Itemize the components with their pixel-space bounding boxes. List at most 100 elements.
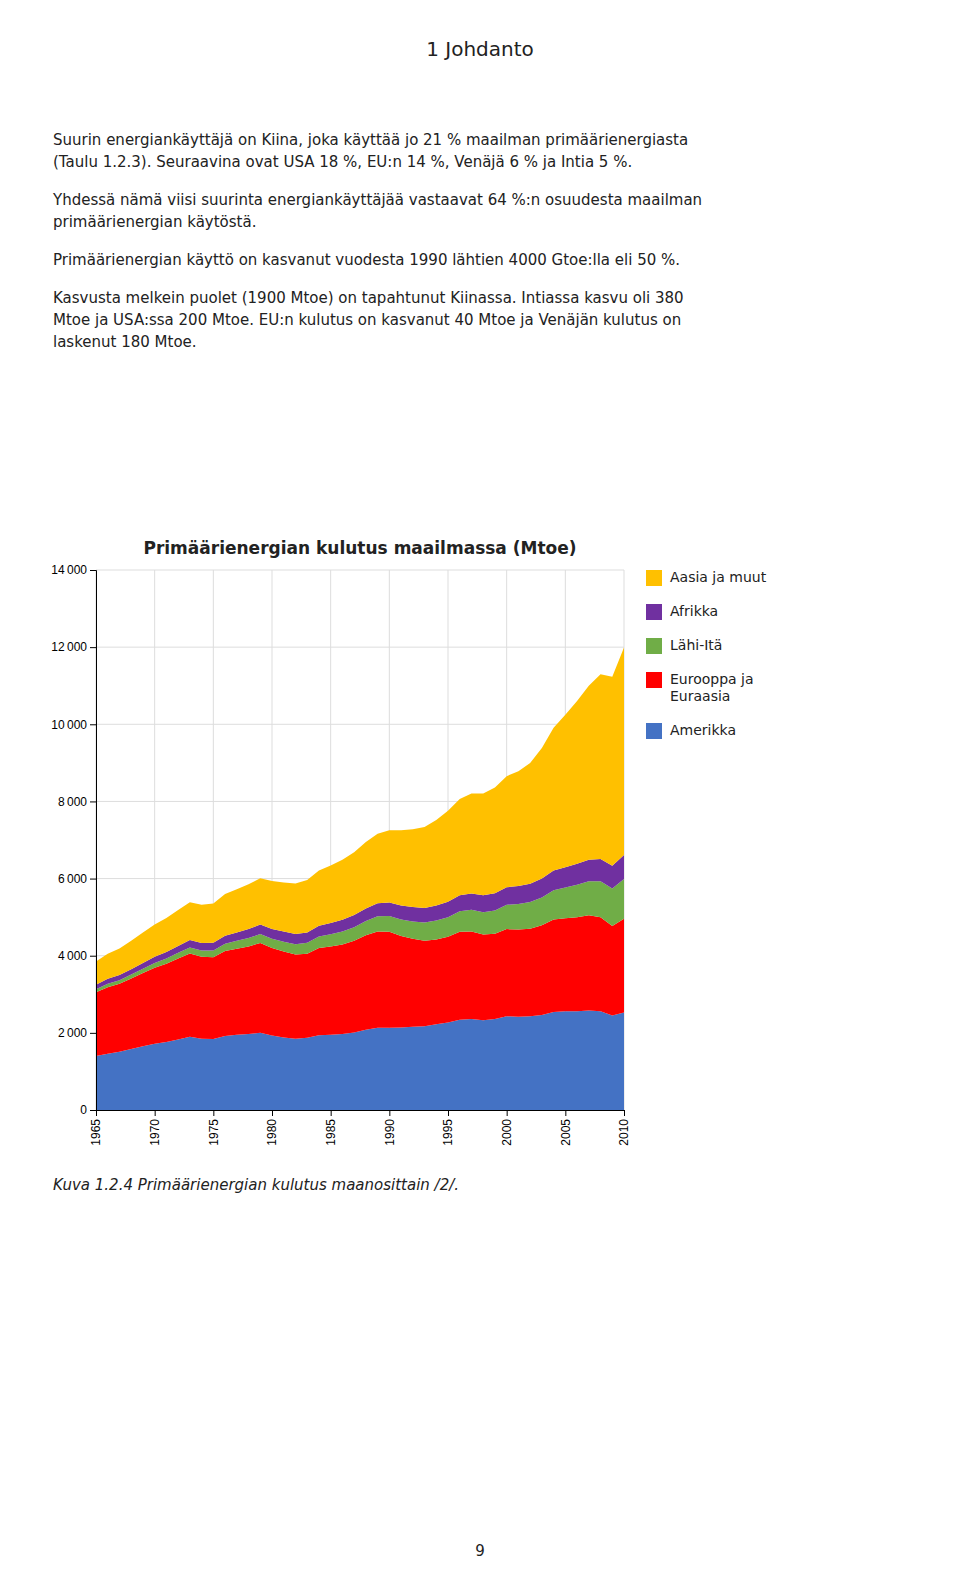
tick: 1995 [441,1110,455,1146]
grid-line [96,724,624,725]
tick-label: 4 000 [58,949,87,963]
tick-mark [155,1110,156,1116]
legend-label: Lähi-Itä [670,637,722,653]
text-line: Amerikka [670,722,736,738]
text-line: Yhdessä nämä viisi suurinta energiankäyt… [52,191,702,209]
tick-label: 1980 [265,1119,279,1146]
tick-label: 1985 [324,1119,338,1146]
tick-label: 14 000 [51,563,87,577]
tick-label: 1995 [441,1119,455,1146]
body-text: Yhdessä nämä viisi suurinta energiankäyt… [52,191,702,231]
tick-mark [331,1110,332,1116]
legend-item: Afrikka [646,603,718,620]
text-line: Primäärienergian käyttö on kasvanut vuod… [53,251,680,269]
tick: 1980 [265,1110,279,1146]
text-line: Lähi-Itä [670,637,722,653]
legend-label: Afrikka [670,603,718,619]
body-text: Primäärienergian käyttö on kasvanut vuod… [53,251,680,269]
tick-mark [90,570,96,571]
tick: 12 000 [51,640,96,654]
tick: 14 000 [51,563,96,577]
tick-mark [90,1110,96,1111]
text-line: Afrikka [670,603,718,619]
caption: Kuva 1.2.4 Primäärienergian kulutus maan… [53,1176,459,1194]
tick: 2010 [617,1110,631,1146]
legend-swatch [646,570,662,586]
legend-swatch [646,672,662,688]
text-line: Kasvusta melkein puolet (1900 Mtoe) on t… [53,289,684,307]
tick: 1975 [207,1110,221,1146]
tick-mark [90,879,96,880]
grid-line [96,570,624,571]
tick: 10 000 [51,718,96,732]
legend-item: Aasia ja muut [646,569,767,586]
grid [96,570,624,1110]
tick-mark [90,1033,96,1034]
tick-label: 2005 [559,1119,573,1146]
tick-mark [507,1110,508,1116]
legend-item: Lähi-Itä [646,637,722,654]
page: 1 Johdanto Suurin energiankäyttäjä on Kii… [0,0,960,1584]
tick-label: 1990 [383,1119,397,1146]
text-line: (Taulu 1.2.3). Seuraavina ovat USA 18 %,… [53,153,632,171]
text-line: primäärienergian käytöstä. [53,213,256,231]
tick: 0 [80,1103,96,1117]
legend-swatch [646,723,662,739]
y-axis: 0 2 000 4 000 6 000 8 000 10 000 12 000 14 000 [51,563,96,1117]
tick-label: 12 000 [51,640,87,654]
legend-item: Amerikka [646,722,736,739]
tick-mark [90,801,96,802]
legend-item: Eurooppa jaEuraasia [646,671,754,704]
legend: Aasia ja muut Afrikka Lähi-Itä Eurooppa jaE… [646,569,767,739]
tick: 2000 [500,1110,514,1146]
axis-line [90,571,97,1111]
tick-mark [389,1110,390,1116]
tick-mark [448,1110,449,1116]
tick: 8 000 [58,795,96,809]
tick: 2005 [559,1110,573,1146]
tick-label: 8 000 [58,795,87,809]
tick: 1985 [324,1110,338,1146]
axis-line [97,1111,625,1117]
tick-mark [90,724,96,725]
legend-label: Eurooppa jaEuraasia [670,671,754,704]
tick: 1970 [148,1110,162,1146]
tick-mark [90,647,96,648]
tick: 6 000 [58,872,96,886]
tick-label: 1970 [148,1119,162,1146]
page-number: 9 [475,1542,485,1560]
text-line: laskenut 180 Mtoe. [53,333,197,351]
tick-label: 2010 [617,1119,631,1146]
chart-title: Primäärienergian kulutus maailmassa (Mto… [143,538,576,558]
tick-mark [272,1110,273,1116]
areas [96,648,624,1110]
tick: 4 000 [58,949,96,963]
tick-mark [90,956,96,957]
tick-mark [213,1110,214,1116]
legend-label: Amerikka [670,722,736,738]
tick: 1990 [383,1110,397,1146]
legend-label: Aasia ja muut [670,569,767,585]
tick-label: 2 000 [58,1026,87,1040]
tick-mark [565,1110,566,1116]
tick-label: 10 000 [51,718,87,732]
grid-line [96,647,624,648]
page-title: 1 Johdanto [426,37,534,61]
tick-label: 1975 [207,1119,221,1146]
text-line: Eurooppa ja [670,671,754,687]
text-line: Euraasia [670,688,730,704]
legend-swatch [646,638,662,654]
tick-label: 1965 [89,1119,103,1146]
text-line: Aasia ja muut [670,569,767,585]
x-axis: 1965 1970 1975 1980 1985 1990 1995 2000 2005 2010 [89,1110,631,1146]
tick-label: 6 000 [58,872,87,886]
text-line: Mtoe ja USA:ssa 200 Mtoe. EU:n kulutus o… [53,311,681,329]
body-text: Suurin energiankäyttäjä on Kiina, joka k… [53,131,688,171]
legend-swatch [646,604,662,620]
body-text: Kasvusta melkein puolet (1900 Mtoe) on t… [53,289,684,351]
tick-label: 2000 [500,1119,514,1146]
tick-mark [624,1110,625,1116]
chart: 1965 1970 1975 1980 1985 1990 1995 2000 2005 2010… [51,538,766,1146]
tick: 1965 [89,1110,103,1146]
text-line: Suurin energiankäyttäjä on Kiina, joka k… [53,131,688,149]
